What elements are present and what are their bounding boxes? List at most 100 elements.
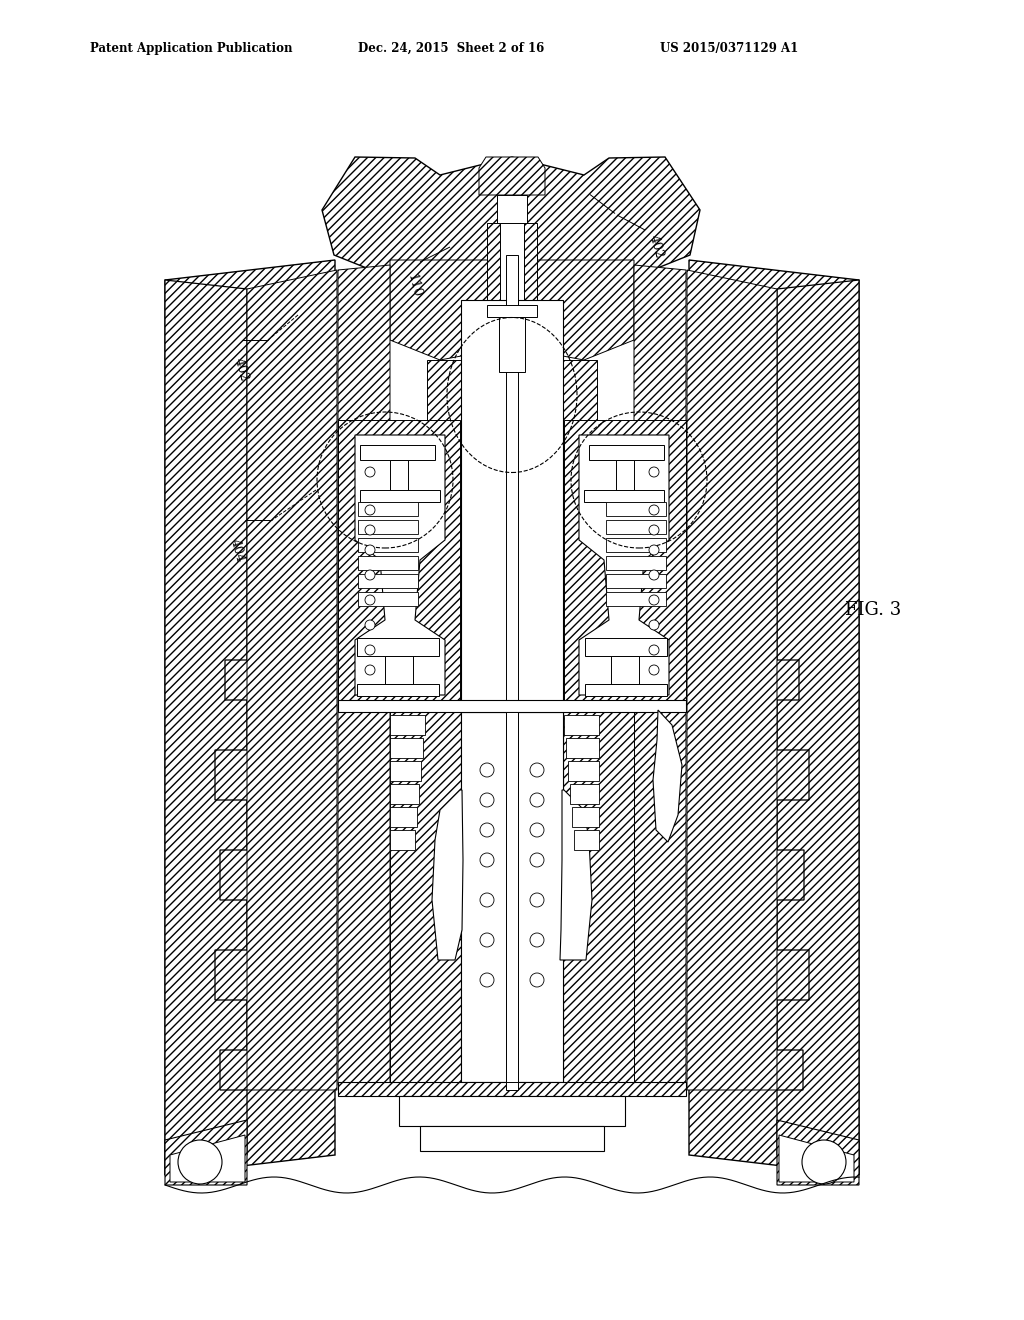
Circle shape: [649, 665, 659, 675]
Bar: [606, 502, 666, 516]
Circle shape: [480, 793, 494, 807]
Circle shape: [365, 645, 375, 655]
Bar: [399, 1096, 625, 1126]
Polygon shape: [322, 157, 700, 275]
Polygon shape: [338, 420, 460, 700]
Circle shape: [649, 570, 659, 579]
Text: 402: 402: [232, 356, 251, 383]
Bar: [358, 574, 418, 587]
Bar: [358, 591, 418, 606]
Bar: [390, 830, 415, 850]
Text: US 2015/0371129 A1: US 2015/0371129 A1: [660, 42, 799, 55]
Bar: [584, 490, 664, 502]
Bar: [585, 684, 667, 696]
Bar: [563, 360, 597, 1090]
Circle shape: [649, 467, 659, 477]
Bar: [572, 807, 599, 828]
Bar: [358, 556, 418, 570]
Bar: [499, 317, 525, 372]
Circle shape: [649, 506, 659, 515]
Text: FIG. 3: FIG. 3: [845, 601, 901, 619]
Bar: [506, 255, 518, 1090]
Bar: [606, 574, 666, 587]
Circle shape: [365, 665, 375, 675]
Polygon shape: [170, 1135, 245, 1181]
Circle shape: [649, 525, 659, 535]
Circle shape: [530, 973, 544, 987]
Circle shape: [480, 933, 494, 946]
Circle shape: [480, 763, 494, 777]
Polygon shape: [338, 265, 390, 1085]
Bar: [566, 738, 599, 758]
Bar: [360, 445, 435, 459]
Polygon shape: [563, 711, 634, 1085]
Circle shape: [530, 933, 544, 946]
Bar: [574, 830, 599, 850]
Bar: [585, 638, 667, 656]
Bar: [611, 656, 639, 684]
Text: 404: 404: [228, 537, 247, 564]
Circle shape: [649, 620, 659, 630]
Bar: [358, 520, 418, 535]
Circle shape: [802, 1140, 846, 1184]
Circle shape: [365, 620, 375, 630]
Bar: [487, 223, 500, 304]
Polygon shape: [687, 271, 777, 1090]
Polygon shape: [777, 1119, 859, 1185]
Circle shape: [530, 763, 544, 777]
Polygon shape: [777, 280, 859, 1175]
Bar: [390, 715, 425, 735]
Circle shape: [365, 595, 375, 605]
Bar: [500, 223, 524, 304]
Polygon shape: [355, 436, 445, 696]
Polygon shape: [560, 789, 592, 960]
Bar: [461, 711, 563, 1082]
Bar: [568, 762, 599, 781]
Bar: [616, 459, 634, 490]
Bar: [427, 360, 461, 1090]
Text: Dec. 24, 2015  Sheet 2 of 16: Dec. 24, 2015 Sheet 2 of 16: [358, 42, 544, 55]
Polygon shape: [165, 260, 335, 1175]
Circle shape: [530, 894, 544, 907]
Bar: [390, 784, 419, 804]
Circle shape: [480, 973, 494, 987]
Bar: [358, 502, 418, 516]
Polygon shape: [689, 260, 859, 1175]
Polygon shape: [779, 1135, 854, 1181]
Bar: [338, 1082, 686, 1096]
Bar: [385, 656, 413, 684]
Circle shape: [365, 506, 375, 515]
Polygon shape: [531, 260, 634, 360]
Circle shape: [530, 822, 544, 837]
Bar: [390, 807, 417, 828]
Circle shape: [530, 793, 544, 807]
Bar: [487, 305, 537, 317]
Circle shape: [480, 822, 494, 837]
Polygon shape: [432, 789, 463, 960]
Text: 110: 110: [406, 272, 424, 298]
Circle shape: [365, 525, 375, 535]
Polygon shape: [247, 271, 337, 1090]
Polygon shape: [390, 260, 493, 360]
Text: Patent Application Publication: Patent Application Publication: [90, 42, 293, 55]
Bar: [390, 459, 408, 490]
Bar: [390, 762, 421, 781]
Bar: [606, 591, 666, 606]
Bar: [357, 638, 439, 656]
Circle shape: [178, 1140, 222, 1184]
Bar: [606, 520, 666, 535]
Bar: [357, 684, 439, 696]
Polygon shape: [479, 157, 545, 195]
Circle shape: [649, 645, 659, 655]
Bar: [606, 556, 666, 570]
Polygon shape: [579, 436, 669, 696]
Circle shape: [480, 894, 494, 907]
Polygon shape: [165, 280, 247, 1175]
Bar: [506, 711, 518, 1082]
Polygon shape: [564, 420, 686, 700]
Bar: [606, 539, 666, 552]
Polygon shape: [390, 711, 461, 1085]
Circle shape: [530, 853, 544, 867]
Bar: [390, 738, 423, 758]
Circle shape: [649, 545, 659, 554]
